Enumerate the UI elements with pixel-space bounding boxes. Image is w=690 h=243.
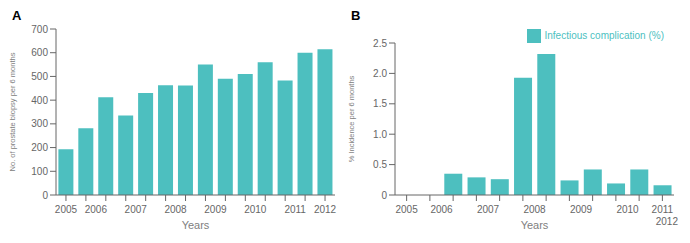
svg-text:2.5: 2.5	[373, 38, 387, 49]
svg-text:2010: 2010	[616, 204, 639, 215]
svg-text:2011: 2011	[652, 204, 674, 215]
svg-text:0.5: 0.5	[373, 159, 387, 170]
svg-text:600: 600	[31, 47, 48, 58]
html-text:2012: 2012	[655, 216, 678, 227]
svg-text:2006: 2006	[430, 204, 453, 215]
svg-text:0: 0	[381, 190, 387, 201]
svg-text:2009: 2009	[204, 204, 227, 215]
svg-text:2007: 2007	[125, 204, 148, 215]
svg-text:2005: 2005	[55, 204, 78, 215]
svg-text:2008: 2008	[164, 204, 187, 215]
svg-text:1.5: 1.5	[373, 98, 387, 109]
svg-text:200: 200	[31, 142, 48, 153]
html-text:Infectious complication (%): Infectious complication (%)	[544, 29, 664, 41]
svg-text:300: 300	[31, 118, 48, 129]
svg-text:1.0: 1.0	[373, 129, 387, 140]
html-text:A: A	[12, 8, 22, 23]
svg-text:400: 400	[31, 95, 48, 106]
svg-text:2011: 2011	[284, 204, 306, 215]
svg-text:2007: 2007	[477, 204, 500, 215]
svg-text:2008: 2008	[523, 204, 546, 215]
svg-text:100: 100	[31, 166, 48, 177]
svg-text:0: 0	[42, 190, 48, 201]
html-text:B: B	[351, 8, 361, 23]
svg-text:2006: 2006	[85, 204, 108, 215]
svg-text:500: 500	[31, 71, 48, 82]
svg-text:2009: 2009	[570, 204, 593, 215]
svg-text:700: 700	[31, 24, 48, 35]
svg-text:2010: 2010	[244, 204, 267, 215]
svg-text:2005: 2005	[396, 204, 419, 215]
svg-text:Years: Years	[521, 219, 549, 229]
svg-text:Years: Years	[182, 219, 210, 229]
svg-text:% Incidence per 6 months: % Incidence per 6 months	[347, 75, 356, 162]
svg-text:No. of prostate biopsy per 6 m: No. of prostate biopsy per 6 months	[8, 52, 17, 171]
svg-text:2012: 2012	[314, 204, 337, 215]
svg-text:2.0: 2.0	[373, 68, 387, 79]
